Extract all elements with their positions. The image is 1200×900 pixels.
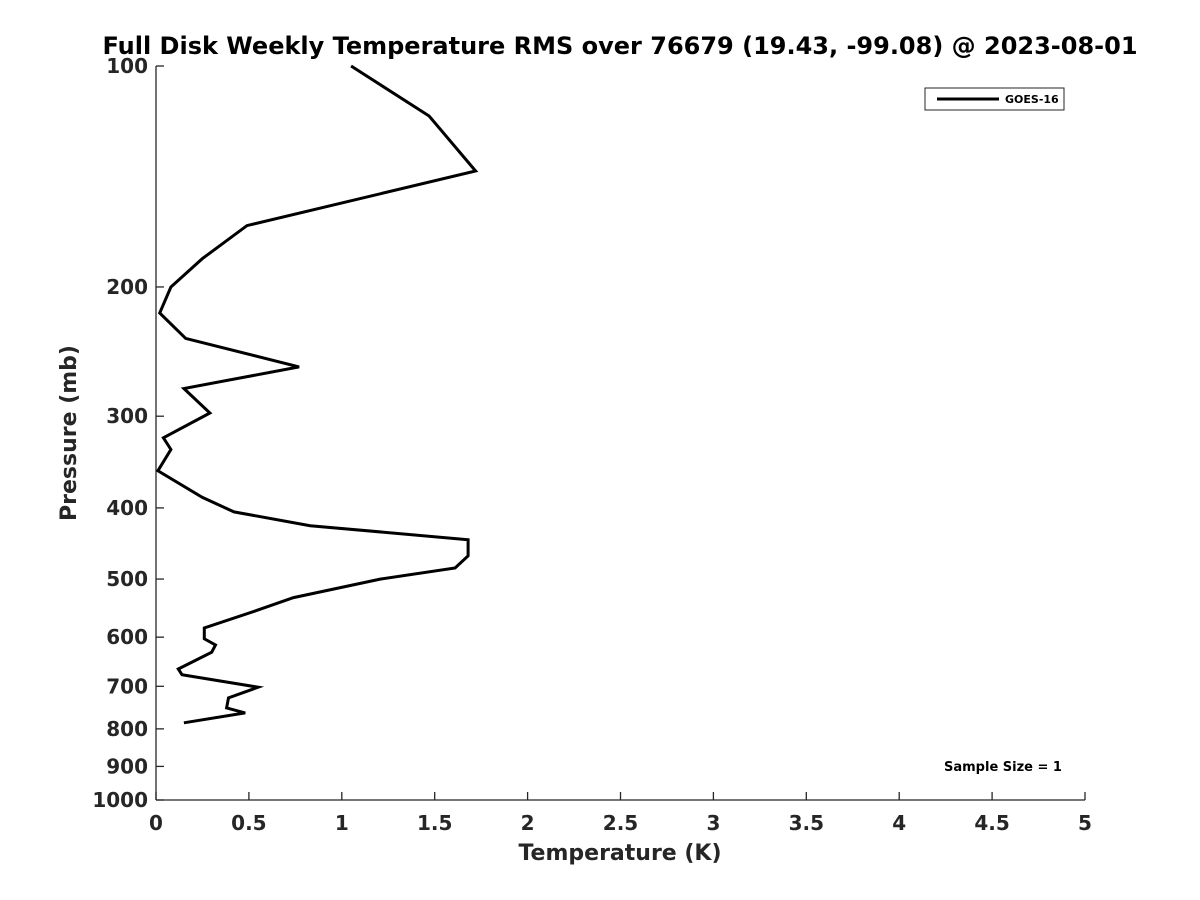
y-axis-label: Pressure (mb) [57,345,82,521]
x-tick-label: 0.5 [231,811,266,835]
sample-size-annotation: Sample Size = 1 [944,760,1062,775]
x-axis-ticks: 0 0.5 1 1.5 2 2.5 3 3.5 4 4.5 5 [149,792,1092,835]
legend: GOES-16 [924,87,1065,111]
y-tick-label: 500 [106,567,148,591]
x-tick-label: 1.5 [417,811,452,835]
y-tick-label: 900 [106,754,148,778]
chart-title: Full Disk Weekly Temperature RMS over 76… [102,32,1137,60]
x-tick-label: 3.5 [789,811,824,835]
y-tick-label: 600 [106,625,148,649]
y-tick-label: 100 [106,54,148,78]
y-tick-label: 800 [106,717,148,741]
y-tick-label: 1000 [92,788,148,812]
x-tick-label: 3 [706,811,720,835]
y-tick-label: 200 [106,275,148,299]
y-tick-label: 700 [106,674,148,698]
x-axis-label: Temperature (K) [518,841,721,866]
x-tick-label: 4.5 [974,811,1009,835]
x-tick-label: 2.5 [603,811,638,835]
y-tick-label: 300 [106,404,148,428]
x-tick-label: 2 [521,811,535,835]
plot-area [155,66,1085,801]
y-axis-ticks: 100 200 300 400 500 600 700 800 900 1000 [92,54,164,812]
y-tick-label: 400 [106,496,148,520]
x-tick-label: 0 [149,811,163,835]
series-line-goes-16 [155,64,479,725]
legend-label-goes-16: GOES-16 [1005,93,1059,106]
series-layer [155,64,479,725]
x-tick-label: 4 [892,811,906,835]
x-tick-label: 5 [1078,811,1092,835]
x-tick-label: 1 [335,811,349,835]
